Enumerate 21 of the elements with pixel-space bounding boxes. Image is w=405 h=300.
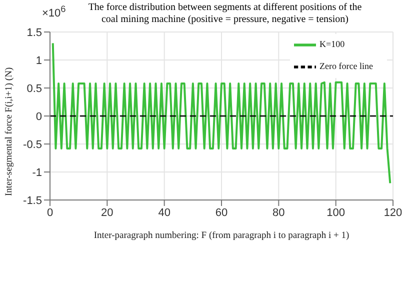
line-series (52, 42, 392, 184)
x-tick-label: 40 (158, 206, 170, 219)
chart-title: The force distribution between segments at different positions of the coal mining machine (positive = pressure, negative = tension) (87, 2, 363, 26)
y-tick-label: 1 (36, 54, 42, 67)
y-tick-label: 1.5 (26, 26, 42, 39)
y-tick-label: 0 (36, 110, 42, 123)
legend-label: K=100 (320, 39, 345, 50)
x-tick-label: 0 (46, 206, 54, 219)
x-tick-label: 100 (326, 206, 346, 219)
x-tick-label: 60 (215, 206, 228, 219)
y-tick-label: -0.5 (23, 138, 42, 151)
text: ×10$^{6}$ (42, 4, 66, 20)
y-tick-label: -1 (32, 166, 42, 179)
y-axis-title: Inter-segmental force F(i,i+1) (N) (4, 67, 14, 196)
legend-label: Zero force line (320, 61, 373, 72)
x-axis-title: Inter-paragraph numbering: F (from paragraph i to paragraph i + 1) (94, 231, 350, 241)
x-tick-label: 120 (384, 206, 402, 219)
x-tick-label: 80 (272, 206, 285, 219)
y-tick-label: 0.5 (26, 82, 42, 95)
x-tick-label: 20 (101, 206, 114, 219)
y-tick-label: -1.5 (23, 194, 42, 207)
